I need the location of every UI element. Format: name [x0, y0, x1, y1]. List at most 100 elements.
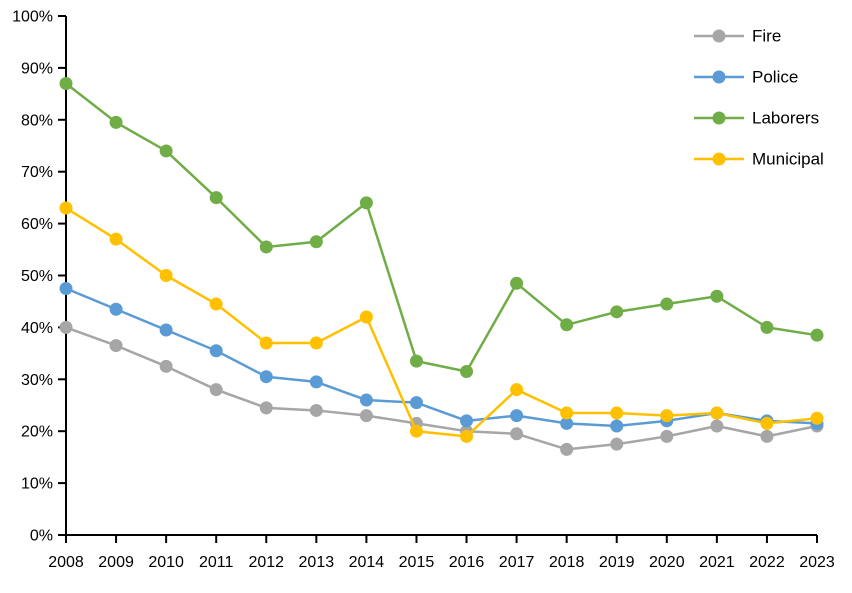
legend-label: Municipal [752, 150, 824, 169]
data-point-marker [59, 281, 73, 295]
data-point-marker [209, 191, 223, 205]
y-tick-label: 30% [21, 372, 53, 389]
legend-swatch-marker [712, 29, 726, 43]
series-line-laborers [64, 82, 819, 373]
data-point-marker [810, 411, 824, 425]
data-point-marker [359, 409, 373, 423]
y-tick-label: 60% [21, 216, 53, 233]
x-tick-label: 2022 [749, 554, 785, 571]
data-point-marker [109, 115, 123, 129]
data-point-marker [409, 354, 423, 368]
data-point-marker [560, 416, 574, 430]
legend-item-laborers: Laborers [694, 109, 819, 128]
data-point-marker [460, 429, 474, 443]
legend-item-police: Police [694, 68, 798, 87]
y-tick-label: 0% [30, 528, 53, 545]
series-municipal [59, 201, 824, 443]
data-point-marker [510, 427, 524, 441]
data-point-marker [610, 437, 624, 451]
data-point-marker [259, 336, 273, 350]
data-point-marker [710, 289, 724, 303]
data-point-marker [660, 429, 674, 443]
data-point-marker [560, 442, 574, 456]
data-point-marker [209, 297, 223, 311]
series-line-police [64, 287, 819, 428]
data-point-marker [359, 393, 373, 407]
data-point-marker [309, 375, 323, 389]
y-tick-label: 10% [21, 476, 53, 493]
data-point-marker [359, 196, 373, 210]
data-point-marker [359, 310, 373, 324]
y-tick-label: 40% [21, 320, 53, 337]
series-line-municipal [64, 206, 819, 438]
y-tick-label: 20% [21, 424, 53, 441]
data-point-marker [460, 414, 474, 428]
x-tick-label: 2014 [349, 554, 385, 571]
data-point-marker [660, 297, 674, 311]
data-point-marker [109, 339, 123, 353]
legend-item-fire: Fire [694, 27, 781, 46]
data-point-marker [760, 416, 774, 430]
x-tick-label: 2021 [699, 554, 735, 571]
series-fire [59, 320, 824, 456]
data-point-marker [510, 383, 524, 397]
x-tick-label: 2013 [299, 554, 335, 571]
data-point-marker [59, 320, 73, 334]
data-point-marker [259, 370, 273, 384]
y-tick-label: 90% [21, 60, 53, 77]
data-point-marker [409, 396, 423, 410]
data-point-marker [59, 76, 73, 90]
legend-label: Fire [752, 27, 781, 46]
data-point-marker [309, 403, 323, 417]
data-point-marker [309, 235, 323, 249]
legend: Fire Police Laborers Municipal [694, 27, 824, 169]
data-point-marker [259, 240, 273, 254]
legend-swatch-marker [712, 70, 726, 84]
x-tick-label: 2015 [399, 554, 435, 571]
x-tick-label: 2016 [449, 554, 485, 571]
data-point-marker [510, 409, 524, 423]
series-line-fire [64, 326, 819, 451]
y-tick-label: 70% [21, 164, 53, 181]
data-point-marker [760, 429, 774, 443]
legend-label: Laborers [752, 109, 819, 128]
x-tick-label: 2008 [48, 554, 84, 571]
data-point-marker [610, 406, 624, 420]
y-tick-label: 80% [21, 112, 53, 129]
data-point-marker [209, 344, 223, 358]
data-point-marker [159, 144, 173, 158]
data-point-marker [710, 406, 724, 420]
series-lines [59, 76, 824, 456]
data-point-marker [59, 201, 73, 215]
data-point-marker [660, 409, 674, 423]
x-tick-label: 2020 [649, 554, 685, 571]
data-point-marker [309, 336, 323, 350]
legend-swatch-marker [712, 111, 726, 125]
data-point-marker [610, 305, 624, 319]
data-point-marker [159, 269, 173, 282]
x-tick-label: 2012 [248, 554, 284, 571]
data-point-marker [510, 276, 524, 290]
data-point-marker [610, 419, 624, 433]
data-point-marker [159, 323, 173, 337]
legend-swatch-marker [712, 152, 726, 166]
series-laborers [59, 76, 824, 379]
data-point-marker [259, 401, 273, 415]
x-tick-label: 2018 [549, 554, 585, 571]
data-point-marker [810, 328, 824, 342]
data-point-marker [760, 320, 774, 334]
y-axis: 0% 10% 20% 30% 40% 50% 60% 70% 80% 90% 100% [12, 9, 66, 545]
y-tick-label: 50% [21, 268, 53, 285]
data-point-marker [560, 406, 574, 420]
legend-label: Police [752, 68, 798, 87]
x-tick-label: 2010 [148, 554, 184, 571]
data-point-marker [460, 365, 474, 379]
data-point-marker [209, 383, 223, 397]
x-axis: 2008 2009 2010 2011 2012 2013 2014 2015 2016 2017… [48, 535, 835, 571]
x-tick-label: 2017 [499, 554, 535, 571]
x-tick-label: 2023 [799, 554, 835, 571]
data-point-marker [109, 302, 123, 316]
legend-item-municipal: Municipal [694, 150, 824, 169]
